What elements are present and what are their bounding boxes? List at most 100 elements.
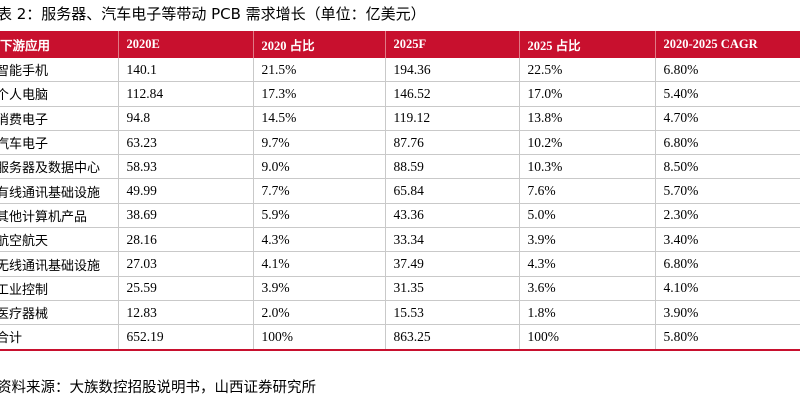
table-row: 医疗器械 12.83 2.0% 15.53 1.8% 3.90% [0,300,800,326]
table-cell: 6.80% [655,130,800,156]
row-label-cell: 汽车电子 [0,130,119,156]
table-cell: 13.8% [519,106,656,131]
column-header: 下游应用 [0,31,119,58]
table-cell: 88.59 [385,154,520,180]
column-header: 2025 占比 [519,31,656,58]
table-cell: 31.35 [385,276,520,301]
table-cell: 10.3% [519,154,656,180]
row-label-cell: 服务器及数据中心 [0,154,119,180]
row-label: 服务器及数据中心 [0,161,101,177]
column-header: 2020E [118,31,254,58]
table-cell: 4.3% [519,251,656,277]
table-cell: 94.8 [118,106,254,131]
table-cell: 25.59 [118,276,254,301]
table-cell: 3.9% [519,227,656,253]
row-label-cell: 其他计算机产品 [0,203,119,229]
table-cell: 112.84 [118,81,254,107]
table-cell: 6.80% [655,58,800,83]
table-cell: 14.5% [253,106,386,131]
table-cell: 2.0% [253,300,386,326]
table-cell: 7.7% [253,178,386,204]
table-cell: 140.1 [118,58,254,83]
table-cell: 33.34 [385,227,520,253]
table-cell: 10.2% [519,130,656,156]
table-cell: 100% [519,324,656,351]
table-cell: 146.52 [385,81,520,107]
row-label-cell: 消费电子 [0,106,119,131]
table-cell: 3.6% [519,276,656,301]
table-cell: 43.36 [385,203,520,229]
table-cell: 58.93 [118,154,254,180]
row-label: 消费电子 [0,112,49,128]
table-row: 服务器及数据中心 58.93 9.0% 88.59 10.3% 8.50% [0,154,800,180]
table-header-row: 下游应用 2020E 2020 占比 2025F 2025 占比 2020-20… [0,31,800,58]
row-label-cell: 无线通讯基础设施 [0,251,119,277]
table-cell: 27.03 [118,251,254,277]
table-cell: 17.0% [519,81,656,107]
table-cell: 21.5% [253,58,386,83]
table-cell: 863.25 [385,324,520,351]
table-row: 工业控制 25.59 3.9% 31.35 3.6% 4.10% [0,276,800,301]
table-cell: 3.90% [655,300,800,326]
table-cell: 87.76 [385,130,520,156]
table-cell: 7.6% [519,178,656,204]
row-label-cell: 有线通讯基础设施 [0,178,119,204]
table-title: 表 2：服务器、汽车电子等带动 PCB 需求增长（单位：亿美元） [0,5,426,23]
table-row: 个人电脑 112.84 17.3% 146.52 17.0% 5.40% [0,81,800,107]
row-label-cell: 个人电脑 [0,81,119,107]
table-cell: 3.9% [253,276,386,301]
row-label: 个人电脑 [0,88,49,104]
table-cell: 1.8% [519,300,656,326]
table-row: 汽车电子 63.23 9.7% 87.76 10.2% 6.80% [0,130,800,156]
table-row: 消费电子 94.8 14.5% 119.12 13.8% 4.70% [0,106,800,131]
table-cell: 5.0% [519,203,656,229]
row-label: 合计 [0,331,23,347]
table-cell: 17.3% [253,81,386,107]
table-cell: 2.30% [655,203,800,229]
row-label: 无线通讯基础设施 [0,258,101,274]
column-header: 2025F [385,31,520,58]
table-row: 无线通讯基础设施 27.03 4.1% 37.49 4.3% 6.80% [0,251,800,277]
table-row: 有线通讯基础设施 49.99 7.7% 65.84 7.6% 5.70% [0,178,800,204]
row-label-cell: 医疗器械 [0,300,119,326]
table-cell: 37.49 [385,251,520,277]
row-label-cell: 工业控制 [0,276,119,301]
table-cell: 4.10% [655,276,800,301]
table-cell: 8.50% [655,154,800,180]
source-note: 资料来源：大族数控招股说明书，山西证券研究所 [0,380,316,396]
table-cell: 5.80% [655,324,800,351]
table-cell: 28.16 [118,227,254,253]
table-cell: 12.83 [118,300,254,326]
table-cell: 4.3% [253,227,386,253]
row-label-cell: 航空航天 [0,227,119,253]
table-cell: 4.1% [253,251,386,277]
table-row: 智能手机 140.1 21.5% 194.36 22.5% 6.80% [0,58,800,83]
table-cell: 65.84 [385,178,520,204]
table-cell: 15.53 [385,300,520,326]
table-cell: 3.40% [655,227,800,253]
table-cell: 4.70% [655,106,800,131]
table-body: 智能手机 140.1 21.5% 194.36 22.5% 6.80% 个人电脑 112.84… [0,58,800,351]
table-cell: 22.5% [519,58,656,83]
table-cell: 119.12 [385,106,520,131]
table-cell: 194.36 [385,58,520,83]
row-label: 其他计算机产品 [0,209,88,225]
table-cell: 5.40% [655,81,800,107]
table-cell: 6.80% [655,251,800,277]
table-row: 航空航天 28.16 4.3% 33.34 3.9% 3.40% [0,227,800,253]
row-label: 航空航天 [0,234,49,250]
row-label: 智能手机 [0,64,49,80]
row-label: 汽车电子 [0,137,49,153]
table-cell: 5.9% [253,203,386,229]
column-header: 2020-2025 CAGR [655,31,800,58]
table-cell: 63.23 [118,130,254,156]
row-label: 有线通讯基础设施 [0,185,101,201]
table-cell: 49.99 [118,178,254,204]
table-row: 其他计算机产品 38.69 5.9% 43.36 5.0% 2.30% [0,203,800,229]
row-label-cell: 合计 [0,324,119,351]
row-label-cell: 智能手机 [0,58,119,83]
column-header: 2020 占比 [253,31,386,58]
pcb-demand-table: 下游应用 2020E 2020 占比 2025F 2025 占比 2020-20… [0,31,800,351]
table-cell: 100% [253,324,386,351]
